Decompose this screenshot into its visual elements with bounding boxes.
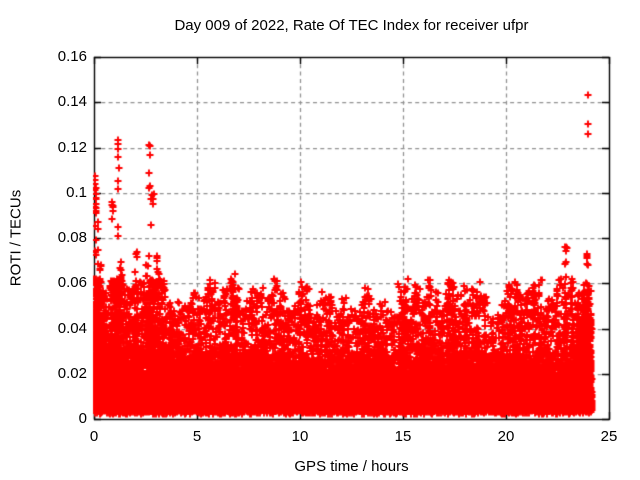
x-tick-label: 0 (89, 428, 99, 445)
y-tick-label: 0 (78, 410, 87, 427)
x-tick-label: 15 (394, 428, 412, 445)
x-axis-label: GPS time / hours (294, 458, 409, 475)
chart-title: Day 009 of 2022, Rate Of TEC Index for r… (174, 17, 529, 34)
x-tick-label: 10 (291, 428, 309, 445)
y-tick-label: 0.16 (57, 48, 87, 65)
x-tick-label: 20 (497, 428, 515, 445)
y-tick-label: 0.08 (57, 229, 87, 246)
y-tick-label: 0.02 (57, 364, 87, 382)
y-tick-label: 0.04 (57, 319, 87, 337)
y-tick-label: 0.14 (57, 93, 87, 111)
x-tick-label: 5 (192, 428, 202, 445)
y-tick-label: 0.12 (57, 138, 87, 156)
x-tick-label: 25 (600, 428, 618, 445)
y-tick-label: 0.06 (57, 274, 87, 292)
y-tick-label: 0.1 (66, 183, 87, 201)
